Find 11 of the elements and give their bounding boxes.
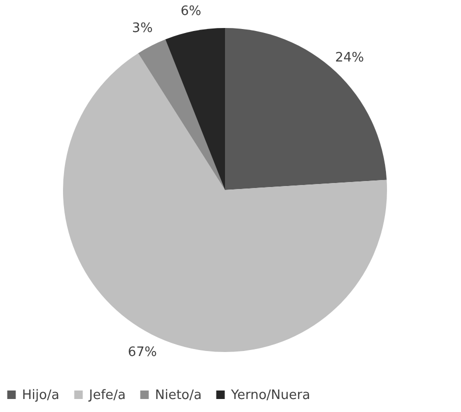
legend-label: Yerno/Nuera <box>230 388 310 403</box>
legend-label: Hijo/a <box>22 388 60 403</box>
pie-slice <box>225 28 387 190</box>
legend-label: Jefe/a <box>88 388 126 403</box>
data-label: 3% <box>132 20 153 36</box>
pie-slice <box>165 28 225 190</box>
pie-slice <box>138 39 225 190</box>
data-label: 24% <box>335 50 364 66</box>
data-label: 67% <box>128 345 157 360</box>
legend-label: Nieto/a <box>155 388 202 403</box>
data-label: 6% <box>180 4 202 20</box>
